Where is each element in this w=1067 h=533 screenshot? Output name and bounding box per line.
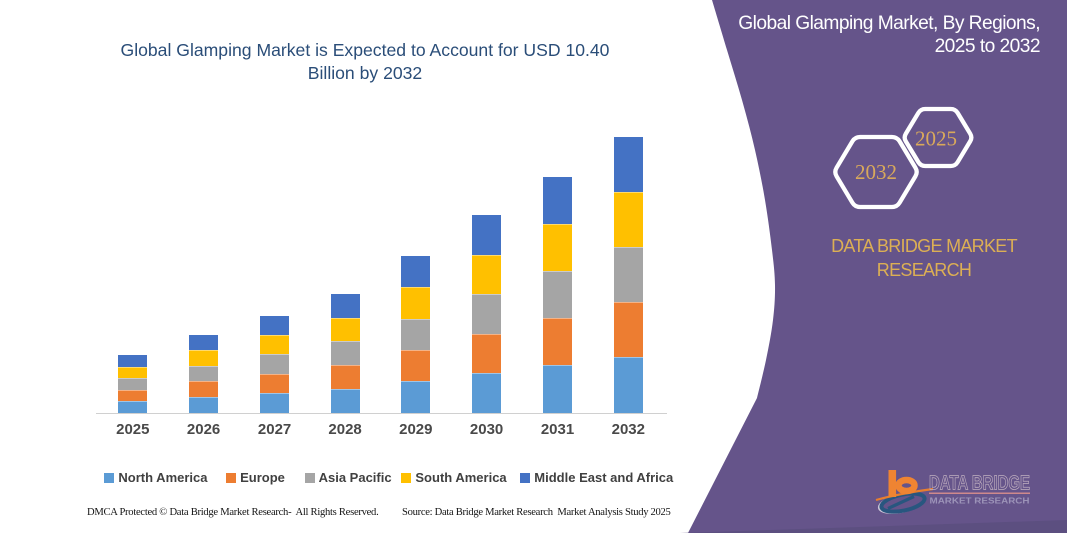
svg-text:2025: 2025: [915, 127, 957, 151]
svg-text:2032: 2032: [855, 160, 897, 184]
svg-text:MARKET RESEARCH: MARKET RESEARCH: [930, 496, 1030, 506]
svg-text:DATA BRIDGE: DATA BRIDGE: [929, 472, 1030, 495]
